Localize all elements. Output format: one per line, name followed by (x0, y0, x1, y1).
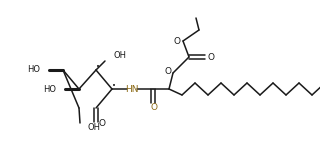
Text: O: O (99, 119, 106, 127)
Text: HO: HO (27, 66, 40, 74)
Text: OH: OH (87, 122, 100, 132)
Text: OH: OH (113, 51, 126, 60)
Text: O: O (150, 104, 157, 113)
Text: O: O (173, 36, 180, 46)
Text: HN: HN (125, 85, 139, 93)
Text: O: O (164, 67, 172, 77)
Text: HO: HO (43, 85, 56, 93)
Text: •: • (112, 83, 116, 89)
Text: O: O (207, 53, 214, 61)
Text: •: • (96, 64, 100, 70)
